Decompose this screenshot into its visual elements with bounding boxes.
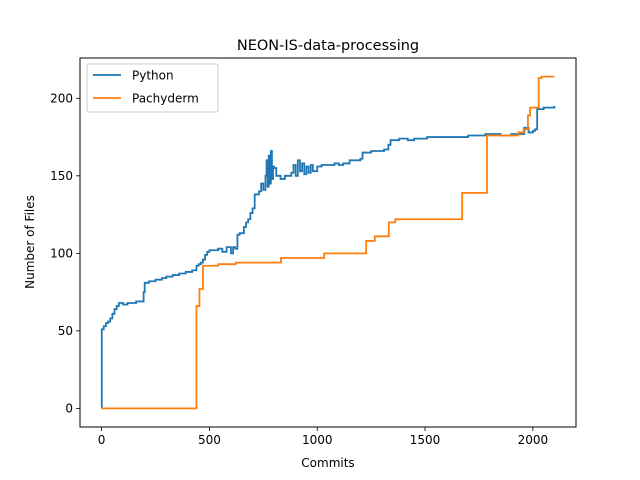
legend-box bbox=[86, 63, 219, 113]
series-line-pachyderm bbox=[101, 75, 555, 410]
legend: Python Pachyderm bbox=[86, 63, 219, 113]
x-tick-label: 0 bbox=[98, 433, 106, 447]
legend-label-pachyderm: Pachyderm bbox=[132, 92, 199, 106]
y-axis-label: Number of Files bbox=[23, 195, 37, 289]
chart-title: NEON-IS-data-processing bbox=[237, 38, 419, 54]
x-axis-label: Commits bbox=[301, 456, 354, 470]
axes-frame bbox=[79, 57, 577, 428]
y-tick-label: 100 bbox=[50, 247, 73, 261]
legend-label-python: Python bbox=[132, 69, 174, 83]
plot-area bbox=[100, 75, 556, 410]
y-tick-label: 200 bbox=[50, 92, 73, 106]
x-tick-label: 1000 bbox=[302, 433, 333, 447]
y-tick-label: 0 bbox=[65, 402, 73, 416]
y-axis-ticks: 0 50 100 150 200 bbox=[50, 92, 80, 416]
x-tick-label: 500 bbox=[198, 433, 221, 447]
x-tick-label: 2000 bbox=[518, 433, 549, 447]
x-tick-label: 1500 bbox=[410, 433, 441, 447]
series-line-python bbox=[100, 106, 556, 410]
x-axis-ticks: 0 500 1000 1500 2000 bbox=[98, 427, 548, 447]
y-tick-label: 150 bbox=[50, 169, 73, 183]
y-tick-label: 50 bbox=[58, 324, 73, 338]
